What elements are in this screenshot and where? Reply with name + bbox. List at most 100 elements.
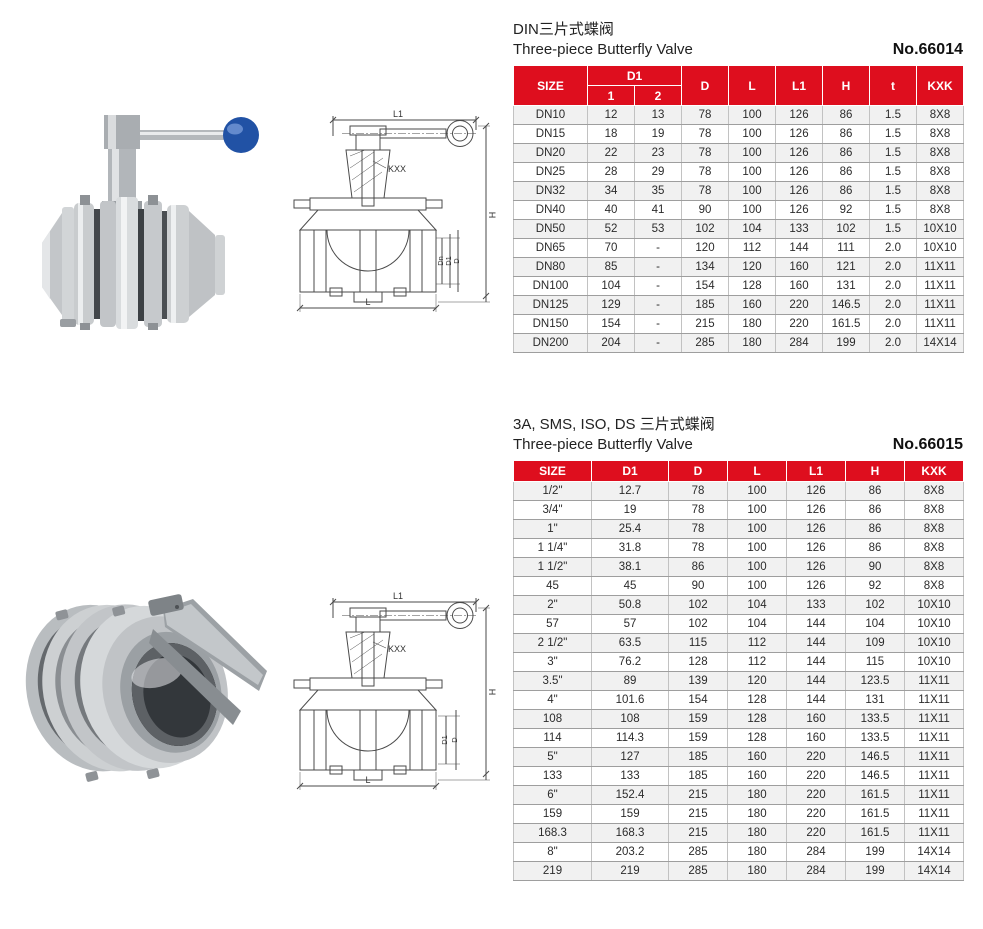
table-cell: 11X11 xyxy=(916,295,964,315)
table-cell: 159 xyxy=(513,804,592,824)
table-cell: 76.2 xyxy=(591,652,669,672)
table-cell: 180 xyxy=(727,804,787,824)
table-row: 6" 152.4 215 180 220 161.5 11X11 xyxy=(513,785,964,805)
table-cell: 90 xyxy=(668,576,728,596)
table-cell: 86 xyxy=(822,124,870,144)
table-cell: 284 xyxy=(775,333,823,353)
table-cell: 180 xyxy=(727,785,787,805)
table-row: 159 159 215 180 220 161.5 11X11 xyxy=(513,804,964,824)
sms-spec-table: SIZE D1 D L L1 H KXK 1/2" 12.7 78 100 126 86 8… xyxy=(513,460,964,881)
table-cell: 8X8 xyxy=(904,481,964,501)
table-cell: 126 xyxy=(775,105,823,125)
table-cell: 219 xyxy=(513,861,592,881)
table-cell: 104 xyxy=(728,219,776,239)
table-cell: 144 xyxy=(786,671,846,691)
table-cell: 133.5 xyxy=(845,728,905,748)
table-cell: 284 xyxy=(786,842,846,862)
table-cell: 2.0 xyxy=(869,238,917,258)
table-cell: 10X10 xyxy=(904,652,964,672)
table-row: DN20 22 23 78 100 126 86 1.5 8X8 xyxy=(513,143,964,163)
table-cell: 1 1/4" xyxy=(513,538,592,558)
table-cell: 160 xyxy=(775,276,823,296)
table-cell: 104 xyxy=(727,595,787,615)
table-cell: 78 xyxy=(668,519,728,539)
table-row: DN50 52 53 102 104 133 102 1.5 10X10 xyxy=(513,219,964,239)
table-cell: 133 xyxy=(775,219,823,239)
table-cell: 8" xyxy=(513,842,592,862)
table-cell: 2" xyxy=(513,595,592,615)
table-cell: DN10 xyxy=(513,105,588,125)
table-cell: 180 xyxy=(727,823,787,843)
table-cell: 11X11 xyxy=(904,785,964,805)
table-cell: 78 xyxy=(681,105,729,125)
table-cell: 1/2" xyxy=(513,481,592,501)
table-cell: 11X11 xyxy=(904,690,964,710)
table-cell: 8X8 xyxy=(916,200,964,220)
table-cell: 2.0 xyxy=(869,333,917,353)
section-title-zh: 3A, SMS, ISO, DS 三片式蝶阀 xyxy=(513,416,715,433)
table-cell: 3.5" xyxy=(513,671,592,691)
table-cell: 12.7 xyxy=(591,481,669,501)
table-cell: 108 xyxy=(591,709,669,729)
valve-photo-illustration xyxy=(42,115,259,330)
valve-drawing: L1 KXX H Dn D1 D L xyxy=(293,109,497,312)
table-cell: 284 xyxy=(786,861,846,881)
header-d1-group: D1 xyxy=(587,65,682,86)
header-kxk: KXK xyxy=(904,460,964,482)
table-row: 114 114.3 159 128 160 133.5 11X11 xyxy=(513,728,964,748)
table-cell: 100 xyxy=(727,519,787,539)
header-l: L xyxy=(728,65,776,106)
table-row: DN40 40 41 90 100 126 92 1.5 8X8 xyxy=(513,200,964,220)
table-row: 57 57 102 104 144 104 10X10 xyxy=(513,614,964,634)
table-header: SIZE D1 D L L1 H t KXK 1 2 xyxy=(513,65,964,106)
header-kxk: KXK xyxy=(916,65,964,106)
table-cell: 100 xyxy=(727,538,787,558)
table-cell: 45 xyxy=(513,576,592,596)
table-cell: 215 xyxy=(668,785,728,805)
table-cell: DN15 xyxy=(513,124,588,144)
table-cell: - xyxy=(634,333,682,353)
header-d: D xyxy=(668,460,728,482)
table-cell: 185 xyxy=(668,747,728,767)
table-cell: 123.5 xyxy=(845,671,905,691)
table-row: 3.5" 89 139 120 144 123.5 11X11 xyxy=(513,671,964,691)
table-cell: 180 xyxy=(727,861,787,881)
table-row: 133 133 185 160 220 146.5 11X11 xyxy=(513,766,964,786)
table-cell: 92 xyxy=(845,576,905,596)
table-row: DN80 85-134 120 160 121 2.0 11X11 xyxy=(513,257,964,277)
table-cell: 131 xyxy=(845,690,905,710)
table-cell: DN150 xyxy=(513,314,588,334)
table-cell: DN25 xyxy=(513,162,588,182)
table-cell: 19 xyxy=(634,124,682,144)
table-cell: 185 xyxy=(681,295,729,315)
table-row: 8" 203.2 285 180 284 199 14X14 xyxy=(513,842,964,862)
table-cell: 154 xyxy=(681,276,729,296)
table-cell: 120 xyxy=(727,671,787,691)
table-cell: 92 xyxy=(822,200,870,220)
header-size: SIZE xyxy=(513,460,592,482)
table-cell: 220 xyxy=(786,747,846,767)
table-cell: 121 xyxy=(822,257,870,277)
table-cell: 160 xyxy=(775,257,823,277)
table-cell: 11X11 xyxy=(904,671,964,691)
table-cell: 133.5 xyxy=(845,709,905,729)
table-cell: 10X10 xyxy=(904,633,964,653)
table-cell: 8X8 xyxy=(916,181,964,201)
table-cell: 285 xyxy=(668,842,728,862)
table-cell: 112 xyxy=(727,633,787,653)
section-title-en: Three-piece Butterfly Valve xyxy=(513,41,693,58)
table-row: DN32 34 35 78 100 126 86 1.5 8X8 xyxy=(513,181,964,201)
table-cell: 185 xyxy=(668,766,728,786)
table-cell: 114 xyxy=(513,728,592,748)
table-cell: 128 xyxy=(728,276,776,296)
table-cell: 115 xyxy=(845,652,905,672)
table-cell: 102 xyxy=(668,595,728,615)
table-cell: 57 xyxy=(591,614,669,634)
table-cell: 129 xyxy=(587,295,635,315)
table-cell: 220 xyxy=(786,823,846,843)
dim-label-kxx: KXX xyxy=(388,164,406,174)
header-l: L xyxy=(727,460,787,482)
dim-label-dn: Dn xyxy=(436,256,445,266)
table-row: DN65 70-120 112 144 111 2.0 10X10 xyxy=(513,238,964,258)
